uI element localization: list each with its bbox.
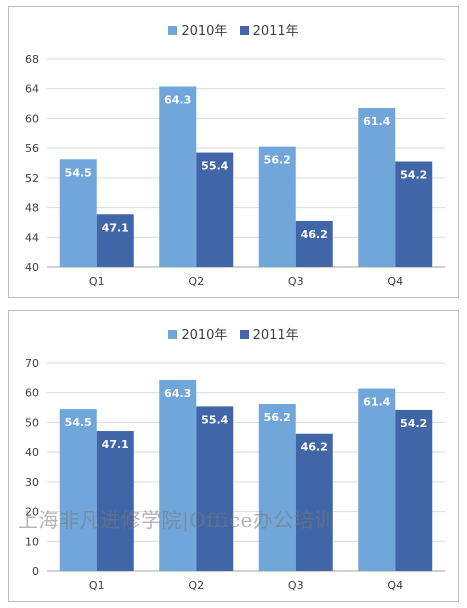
data-label: 46.2 — [301, 228, 328, 241]
bar-q3-2010 — [258, 146, 296, 267]
legend-label-2010: 2010年 — [181, 24, 228, 39]
y-tick-label: 40 — [25, 261, 39, 274]
legend-label-2011: 2011年 — [252, 24, 299, 39]
y-tick-label: 10 — [25, 535, 39, 548]
bar-q2-2011 — [196, 406, 234, 571]
bar-q1-2010 — [59, 159, 97, 267]
y-tick-label: 0 — [32, 565, 39, 578]
y-tick-label: 44 — [25, 231, 39, 244]
y-tick-label: 68 — [25, 53, 39, 66]
legend-label-2010: 2010年 — [181, 328, 228, 343]
legend-swatch-2010 — [168, 330, 178, 339]
y-tick-label: 40 — [25, 446, 39, 459]
legend: 2010年 2011年 — [9, 324, 458, 343]
data-label: 54.5 — [65, 416, 92, 429]
chart-top: 2010年 2011年 40 44 48 52 56 60 64 68 54.5 47.1 Q1 64… — [8, 6, 459, 298]
chart-top-plot: 40 44 48 52 56 60 64 68 54.5 47.1 Q1 64.3 55.4 Q2 56.2… — [25, 53, 445, 288]
data-label: 56.2 — [264, 411, 291, 424]
y-tick-label: 70 — [25, 357, 39, 370]
bar-q3-2011 — [295, 433, 333, 571]
bar-q1-2010 — [59, 409, 97, 571]
data-label: 54.2 — [400, 169, 427, 182]
watermark-text: 上海非凡进修学院|Office办公培训 — [18, 508, 335, 532]
data-label: 64.3 — [164, 387, 191, 400]
legend-swatch-2011 — [239, 26, 249, 35]
bar-q1-2011 — [96, 214, 134, 267]
bar-q1-2011 — [96, 431, 134, 571]
legend-swatch-2011 — [239, 330, 249, 339]
data-label: 56.2 — [264, 154, 291, 167]
bar-q3-2011 — [295, 220, 333, 267]
x-tick-label: Q1 — [89, 579, 105, 592]
y-tick-label: 56 — [25, 142, 39, 155]
legend-item-2010: 2010年 — [168, 324, 227, 343]
y-tick-label: 52 — [25, 172, 39, 185]
legend-item-2011: 2011年 — [239, 20, 299, 39]
bar-q4-2011 — [395, 161, 433, 267]
data-label: 47.1 — [102, 221, 129, 234]
bar-q2-2010 — [159, 86, 197, 267]
legend: 2010年 2011年 — [9, 20, 458, 39]
x-tick-label: Q4 — [387, 275, 403, 288]
legend-item-2010: 2010年 — [168, 20, 227, 39]
x-tick-label: Q2 — [188, 579, 204, 592]
x-tick-label: Q4 — [387, 579, 403, 592]
data-label: 54.2 — [400, 417, 427, 430]
bar-q2-2010 — [159, 379, 197, 571]
data-label: 55.4 — [201, 413, 228, 426]
y-tick-label: 48 — [25, 202, 39, 215]
y-tick-label: 64 — [25, 83, 39, 96]
x-tick-label: Q3 — [288, 275, 304, 288]
bar-q4-2011 — [395, 409, 433, 571]
x-tick-label: Q3 — [288, 579, 304, 592]
bar-q4-2010 — [358, 388, 396, 571]
y-tick-label: 60 — [25, 112, 39, 125]
data-label: 61.4 — [363, 115, 390, 128]
data-label: 61.4 — [363, 396, 390, 409]
y-tick-label: 50 — [25, 416, 39, 429]
chart-bottom: 2010年 2011年 0 10 20 30 40 50 60 70 54.5 47.1 Q1 64.… — [8, 310, 459, 602]
data-label: 46.2 — [301, 441, 328, 454]
data-label: 55.4 — [201, 160, 228, 173]
x-tick-label: Q2 — [188, 275, 204, 288]
legend-swatch-2010 — [168, 26, 178, 35]
data-label: 54.5 — [65, 166, 92, 179]
y-tick-label: 20 — [25, 506, 39, 519]
y-tick-label: 30 — [25, 476, 39, 489]
bar-q3-2010 — [258, 404, 296, 571]
bar-q4-2010 — [358, 108, 396, 268]
data-label: 47.1 — [102, 438, 129, 451]
legend-item-2011: 2011年 — [239, 324, 299, 343]
data-label: 64.3 — [164, 93, 191, 106]
x-tick-label: Q1 — [89, 275, 105, 288]
legend-label-2011: 2011年 — [252, 328, 299, 343]
chart-bottom-plot: 0 10 20 30 40 50 60 70 54.5 47.1 Q1 64.3 55.4 Q2 56.2 4… — [25, 357, 445, 592]
bar-q2-2011 — [196, 152, 234, 267]
y-tick-label: 60 — [25, 387, 39, 400]
